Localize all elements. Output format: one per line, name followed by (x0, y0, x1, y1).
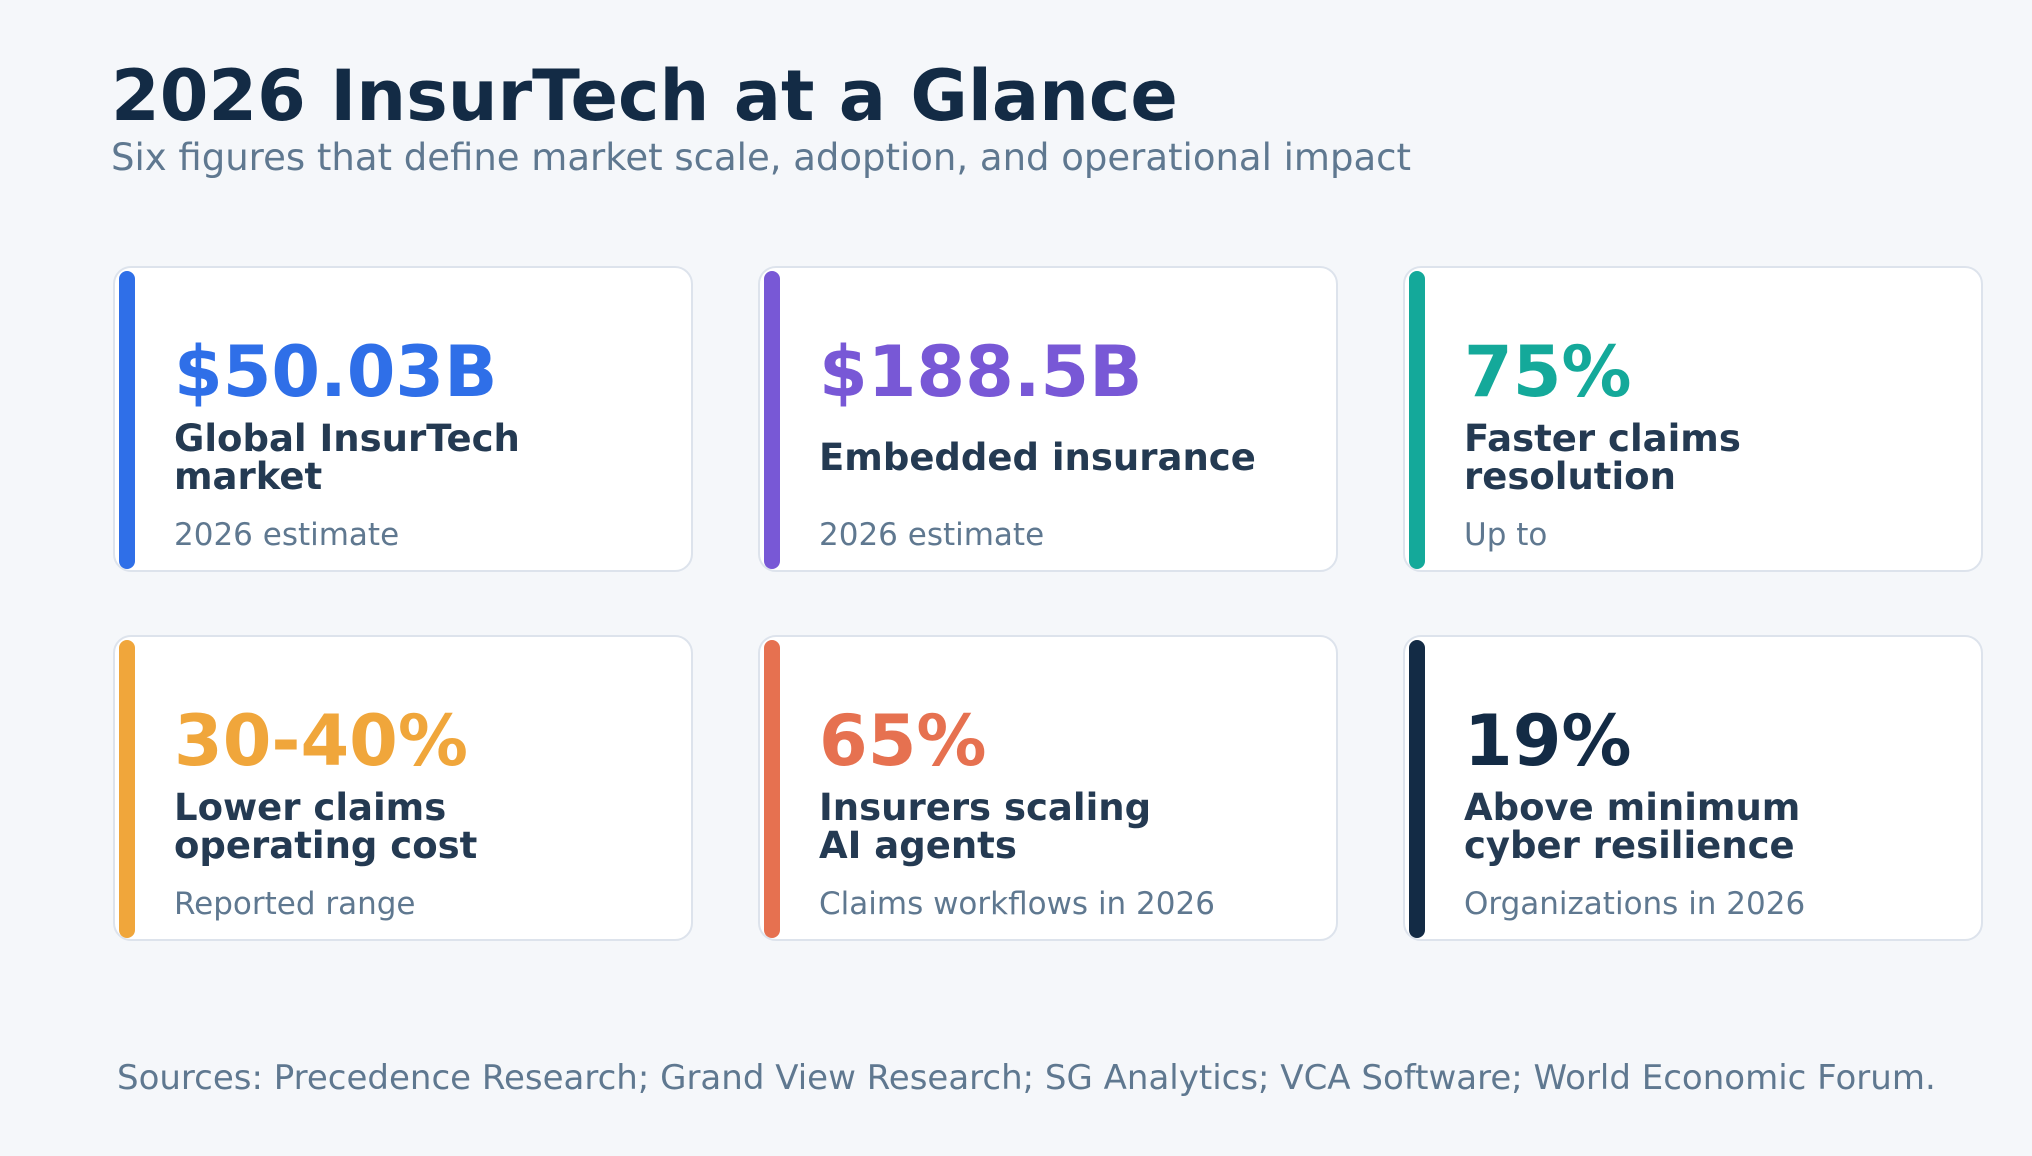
stat-card-cyber-resilience: 19% Above minimum cyber resilience Organ… (1403, 635, 1983, 941)
stat-label: Faster claims resolution (1464, 416, 1741, 498)
card-accent-bar (1409, 271, 1425, 569)
stat-note: Organizations in 2026 (1464, 886, 1806, 922)
stat-card-insurtech-market: $50.03B Global InsurTech market 2026 est… (113, 266, 693, 572)
stat-value: $50.03B (174, 331, 498, 413)
stat-card-embedded-insurance: $188.5B Embedded insurance 2026 estimate (758, 266, 1338, 572)
page-title: 2026 InsurTech at a Glance (111, 55, 1178, 137)
stat-label: Embedded insurance (819, 435, 1256, 479)
card-accent-bar (764, 271, 780, 569)
stat-label: Insurers scaling AI agents (819, 785, 1152, 867)
card-accent-bar (1409, 640, 1425, 938)
stat-value: 30-40% (174, 700, 469, 782)
stat-card-ai-agents: 65% Insurers scaling AI agents Claims wo… (758, 635, 1338, 941)
stat-card-claims-resolution: 75% Faster claims resolution Up to (1403, 266, 1983, 572)
card-accent-bar (119, 640, 135, 938)
stat-label: Lower claims operating cost (174, 785, 478, 867)
page-subtitle: Six figures that define market scale, ad… (111, 136, 1411, 179)
stat-value: $188.5B (819, 331, 1143, 413)
stat-value: 75% (1464, 331, 1632, 413)
stat-value: 65% (819, 700, 987, 782)
stat-note: Reported range (174, 886, 416, 922)
stat-note: Claims workflows in 2026 (819, 886, 1215, 922)
card-accent-bar (119, 271, 135, 569)
stat-note: 2026 estimate (819, 517, 1045, 553)
stat-card-claims-cost: 30-40% Lower claims operating cost Repor… (113, 635, 693, 941)
stat-value: 19% (1464, 700, 1632, 782)
card-accent-bar (764, 640, 780, 938)
stat-note: 2026 estimate (174, 517, 400, 553)
sources-footnote: Sources: Precedence Research; Grand View… (117, 1058, 1936, 1098)
stat-note: Up to (1464, 517, 1548, 553)
stat-label: Above minimum cyber resilience (1464, 785, 1801, 867)
stat-label: Global InsurTech market (174, 416, 520, 498)
